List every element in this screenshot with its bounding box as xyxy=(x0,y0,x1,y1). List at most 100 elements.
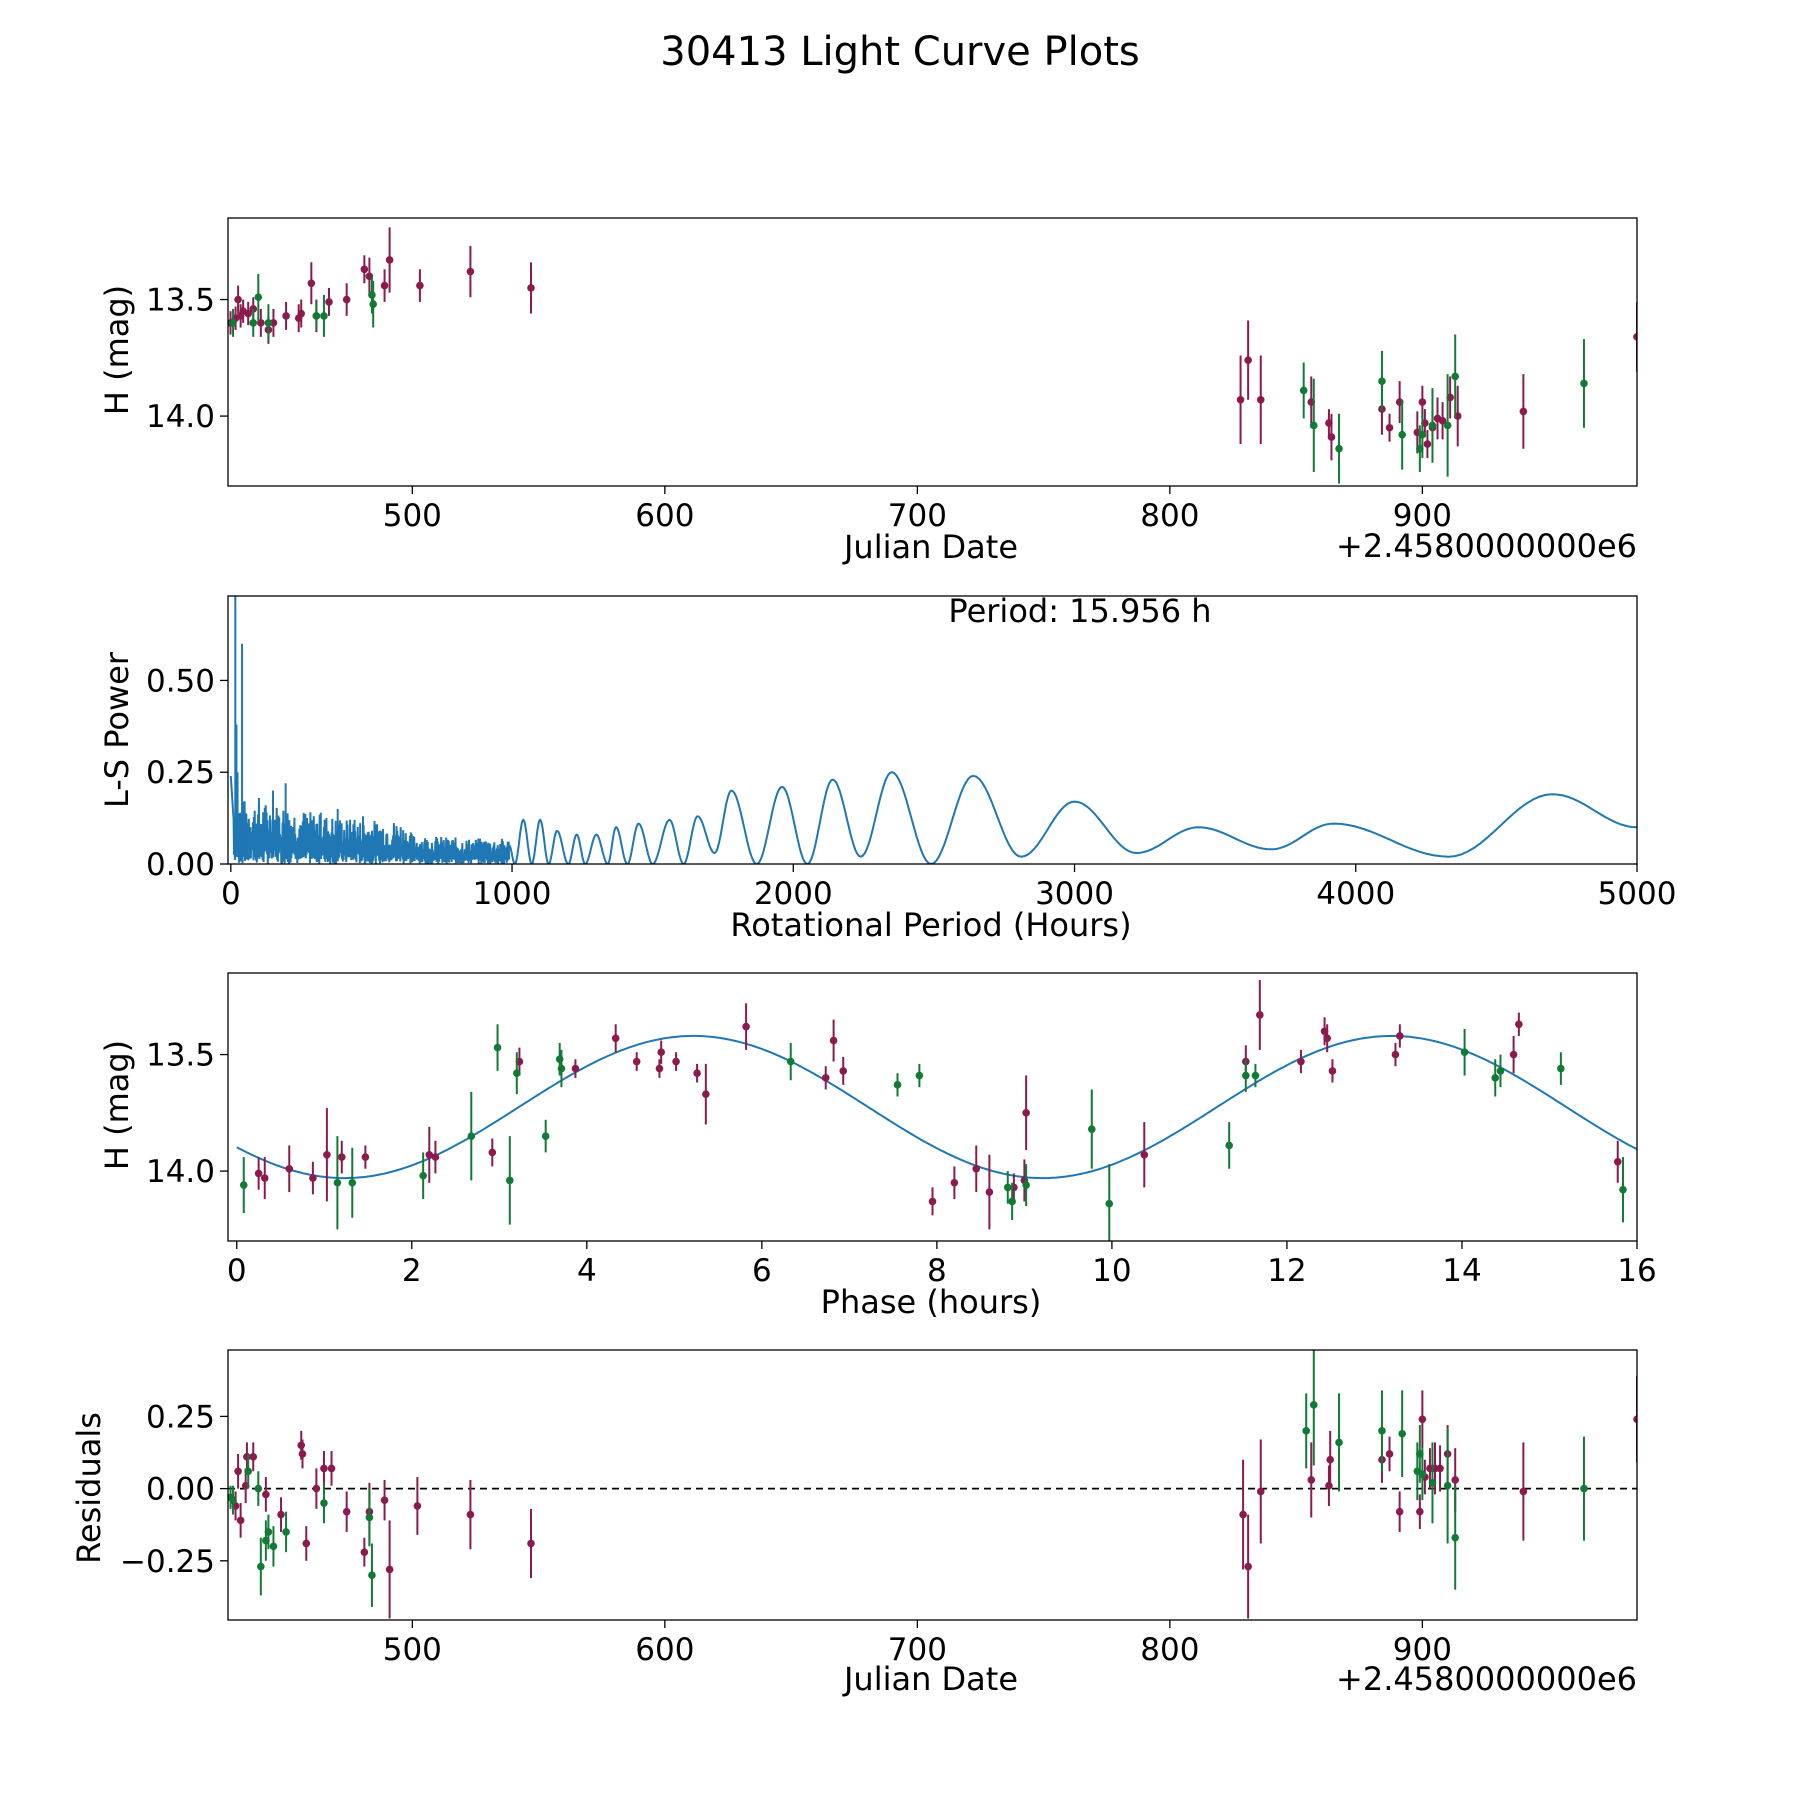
data-point xyxy=(1443,421,1452,430)
periodogram-axes: 0 1000 2000 3000 4000 5000 0.00 0.25 0.50 xyxy=(146,663,1676,912)
data-point xyxy=(527,284,535,292)
data-point xyxy=(254,1484,263,1493)
data-point xyxy=(557,1064,566,1073)
y-tick-label: 0.50 xyxy=(146,663,215,699)
data-point xyxy=(1391,1050,1400,1059)
data-point xyxy=(307,279,316,288)
phased-axes: 0 2 4 6 8 10 12 14 16 13.5 14.0 xyxy=(146,1038,1657,1289)
data-point xyxy=(431,1153,440,1161)
data-point xyxy=(1398,1429,1406,1438)
data-point xyxy=(348,1178,357,1187)
figure-title: 30413 Light Curve Plots xyxy=(660,29,1139,75)
data-point xyxy=(1619,1185,1627,1194)
data-point xyxy=(1022,1181,1030,1189)
data-point xyxy=(244,309,253,318)
data-point xyxy=(527,1539,535,1548)
data-point xyxy=(466,267,475,276)
data-point xyxy=(264,319,273,327)
data-point xyxy=(672,1057,680,1066)
data-point xyxy=(1613,1157,1622,1166)
data-point xyxy=(655,1064,664,1073)
data-point xyxy=(1580,379,1588,388)
data-point xyxy=(829,1036,838,1045)
residuals-offset-label: +2.4580000000e6 xyxy=(1336,1660,1637,1698)
y-tick-label: 0.25 xyxy=(146,755,215,791)
data-point xyxy=(632,1057,641,1066)
data-point xyxy=(1436,1464,1444,1473)
x-tick-label: 600 xyxy=(635,1632,694,1668)
periodogram-curve xyxy=(508,771,1637,864)
data-point xyxy=(368,1571,376,1580)
data-point xyxy=(1385,1450,1394,1458)
data-point xyxy=(385,256,394,264)
data-point xyxy=(742,1022,750,1031)
data-point xyxy=(1633,1415,1637,1424)
data-point xyxy=(893,1081,902,1089)
data-point xyxy=(342,1507,351,1516)
periodogram-xlabel: Rotational Period (Hours) xyxy=(730,906,1131,944)
data-point xyxy=(257,1562,265,1571)
data-point xyxy=(1418,430,1427,439)
data-point xyxy=(413,1502,422,1510)
data-point xyxy=(928,1197,937,1206)
x-tick-label: 16 xyxy=(1617,1253,1656,1289)
data-point xyxy=(1256,1011,1264,1019)
data-point xyxy=(1385,423,1394,432)
data-point xyxy=(1309,421,1318,430)
x-tick-label: 3000 xyxy=(1035,876,1114,912)
data-point xyxy=(985,1188,994,1196)
residuals-plot-area xyxy=(228,1350,1637,1619)
data-point xyxy=(1323,1034,1331,1043)
model-fit-curve xyxy=(236,1034,1637,1180)
data-point xyxy=(1309,1401,1318,1409)
data-point xyxy=(1443,1481,1452,1490)
data-point xyxy=(541,1132,550,1140)
data-point xyxy=(254,293,263,302)
data-point xyxy=(320,1499,328,1507)
data-point xyxy=(323,1150,331,1159)
x-tick-label: 700 xyxy=(888,498,947,534)
data-point xyxy=(1335,444,1343,453)
data-point xyxy=(325,298,333,306)
data-point xyxy=(466,1510,475,1519)
data-point xyxy=(1378,377,1386,385)
x-tick-label: 12 xyxy=(1267,1253,1306,1289)
data-point xyxy=(1451,1476,1459,1484)
residuals-ylabel: Residuals xyxy=(70,1412,108,1564)
residuals-panel: Residuals Julian Date +2.4580000000e6 50… xyxy=(70,1349,1638,1698)
data-point xyxy=(369,300,377,309)
x-tick-label: 2000 xyxy=(754,876,833,912)
periodogram-frame xyxy=(227,595,1638,865)
data-point xyxy=(312,312,321,320)
data-point xyxy=(260,1174,269,1182)
data-point xyxy=(1256,1487,1265,1496)
data-point xyxy=(264,1528,273,1536)
data-point xyxy=(1418,1415,1427,1424)
x-tick-label: 8 xyxy=(927,1253,947,1289)
data-point xyxy=(380,1496,389,1504)
lightcurve-ylabel: H (mag) xyxy=(98,285,136,415)
data-point xyxy=(320,1464,328,1473)
data-point xyxy=(368,291,376,299)
data-point xyxy=(302,1539,311,1548)
data-point xyxy=(488,1148,497,1157)
data-point xyxy=(1239,1510,1247,1519)
data-point xyxy=(234,1467,242,1476)
data-point xyxy=(1557,1064,1565,1073)
x-tick-label: 6 xyxy=(752,1253,772,1289)
data-point xyxy=(249,319,258,327)
data-point xyxy=(1416,1507,1424,1516)
data-point xyxy=(1105,1199,1114,1208)
x-tick-label: 4000 xyxy=(1316,876,1395,912)
data-point xyxy=(1242,1071,1250,1080)
data-point xyxy=(467,1132,476,1140)
data-point xyxy=(1509,1050,1518,1059)
data-point xyxy=(1519,1487,1528,1496)
data-point xyxy=(361,1153,370,1161)
data-point xyxy=(1451,1533,1459,1542)
data-point xyxy=(493,1043,502,1052)
lightcurve-panel: H (mag) Julian Date +2.4580000000e6 500 6… xyxy=(98,217,1638,566)
data-point xyxy=(571,1064,580,1073)
data-point xyxy=(416,281,424,290)
